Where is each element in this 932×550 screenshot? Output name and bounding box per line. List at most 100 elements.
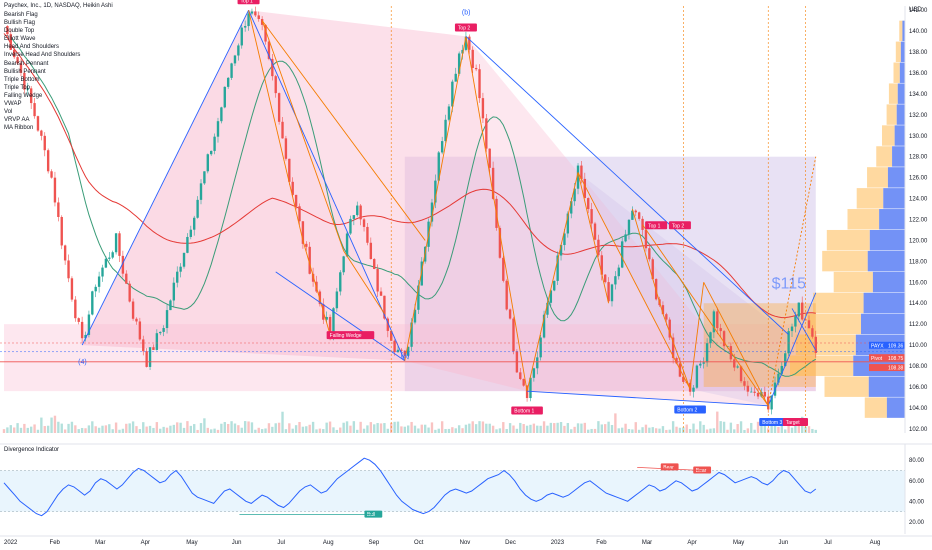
x-tick-label: Feb — [50, 540, 61, 546]
candle-body — [125, 273, 128, 284]
candle-body — [142, 339, 145, 352]
candle-body — [770, 395, 773, 410]
volume-bar — [508, 423, 512, 433]
candle-body — [478, 69, 481, 99]
volume-bar — [573, 426, 576, 433]
volume-bar — [631, 429, 634, 433]
overlay-item[interactable]: VRVP AA — [4, 117, 30, 124]
overlay-item[interactable]: Head And Shoulders — [4, 44, 60, 51]
volume-bar — [481, 421, 485, 433]
volume-bar — [29, 426, 33, 433]
candle-body — [57, 202, 60, 217]
volume-bar — [362, 428, 366, 433]
candle-body — [671, 337, 675, 359]
volume-bar — [182, 427, 186, 433]
x-tick-label: Aug — [870, 540, 881, 546]
candle-body — [624, 234, 627, 242]
volume-bar — [305, 426, 308, 433]
volume-bar — [505, 429, 508, 433]
indicator-tick-label: 80.00 — [909, 458, 925, 464]
volume-bar — [26, 427, 29, 433]
candle-body — [60, 216, 63, 246]
volume-bar — [580, 423, 583, 433]
candle-body — [787, 331, 790, 354]
volume-profile-bar — [861, 313, 905, 335]
overlay-item[interactable]: Triple Top — [4, 84, 31, 91]
candle-body — [692, 387, 695, 392]
volume-bar — [121, 428, 125, 433]
volume-bar — [563, 425, 566, 433]
candle-body — [634, 210, 637, 213]
volume-bar — [471, 421, 474, 433]
candle-body — [753, 391, 756, 393]
volume-profile-bar — [795, 334, 856, 356]
volume-bar — [722, 421, 726, 433]
candle-body — [420, 261, 423, 286]
overlay-item[interactable]: Vol — [4, 109, 13, 116]
candle-body — [756, 392, 760, 397]
volume-bar — [206, 427, 209, 433]
price-badge-value: 108.38 — [888, 366, 904, 372]
candle-body — [488, 148, 491, 168]
volume-profile-bar — [868, 376, 905, 397]
volume-bar — [777, 426, 780, 433]
volume-bar — [583, 422, 587, 433]
overlay-item[interactable]: Double Top — [4, 28, 35, 35]
volume-bar — [345, 421, 349, 433]
volume-bar — [525, 425, 529, 433]
overlay-item[interactable]: Falling Wedge — [4, 92, 43, 99]
volume-bar — [369, 422, 373, 433]
flag-line — [791, 308, 817, 351]
volume-bar — [790, 427, 794, 433]
volume-bar — [254, 429, 257, 433]
overlay-item[interactable]: Elliott Wave — [4, 36, 36, 43]
overlay-item[interactable]: VWAP — [4, 101, 22, 108]
volume-bar — [440, 421, 444, 433]
volume-profile-bar — [822, 250, 868, 272]
wave-label: (b) — [462, 9, 471, 16]
candle-body — [386, 318, 390, 331]
volume-bar — [169, 425, 172, 433]
candle-body — [393, 340, 396, 353]
volume-profile-bar — [847, 209, 880, 230]
candle-body — [536, 357, 539, 369]
volume-bar — [145, 426, 148, 433]
overlay-item[interactable]: Inverse Head And Shoulders — [4, 52, 81, 59]
overlay-item[interactable]: Bullish Pennant — [4, 68, 46, 75]
overlay-item[interactable]: Bearish Pennant — [4, 60, 49, 67]
volume-bar — [91, 421, 94, 433]
pattern-fill — [578, 172, 789, 406]
volume-profile-bar — [892, 146, 905, 167]
volume-profile-bar — [856, 188, 884, 209]
candle-body — [587, 198, 590, 210]
pattern-badge — [668, 221, 691, 230]
volume-bar — [512, 425, 515, 433]
candle-body — [138, 321, 142, 340]
overlay-item[interactable]: Bearish Flag — [4, 12, 38, 18]
candle-body — [369, 242, 373, 260]
candle-body — [155, 333, 159, 350]
y-tick-label: 140.00 — [909, 29, 928, 35]
pattern-badge-label: Top 1 — [241, 0, 253, 4]
candle-body — [777, 373, 780, 383]
x-tick-label: May — [733, 540, 744, 546]
overlay-item[interactable]: Triple Bottom — [4, 76, 40, 83]
pattern-badge — [326, 331, 375, 340]
x-tick-label: Jul — [824, 540, 832, 546]
volume-bar — [434, 429, 437, 433]
overlay-item[interactable]: Bullish Flag — [4, 20, 36, 27]
candle-body — [739, 366, 743, 382]
candle-body — [284, 138, 288, 159]
candle-body — [400, 349, 403, 351]
price-badge — [869, 341, 905, 349]
volume-profile-bar — [807, 313, 862, 335]
overlay-item[interactable]: MA Ribbon — [4, 125, 34, 132]
candle-body — [196, 199, 199, 218]
candle-body — [176, 271, 179, 283]
volume-bar — [152, 427, 155, 433]
y-tick-label: 110.00 — [909, 343, 928, 349]
volume-bar — [726, 429, 729, 433]
volume-bar — [539, 425, 542, 433]
candle-body — [376, 269, 379, 292]
